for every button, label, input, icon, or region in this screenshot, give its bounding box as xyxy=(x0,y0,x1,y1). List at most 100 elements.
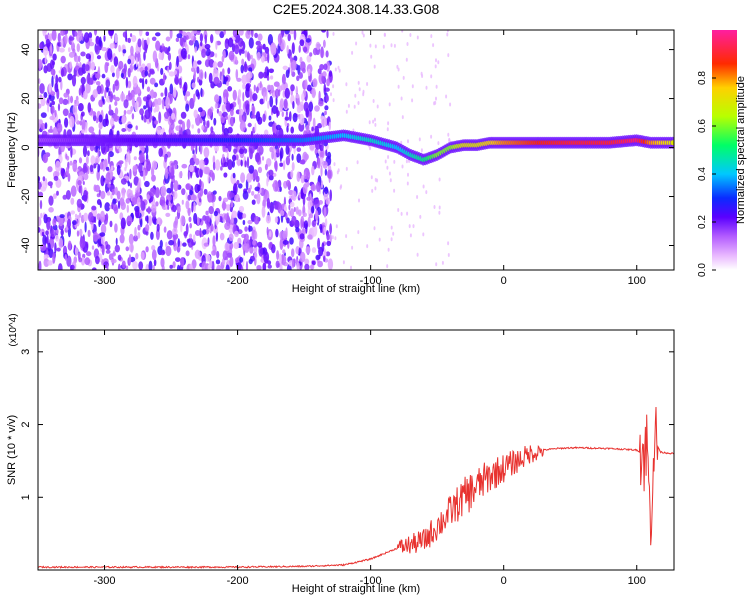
spectrogram-noise-cell xyxy=(51,100,55,106)
spectrogram-noise-cell xyxy=(165,96,171,109)
spectrogram-noise-cell xyxy=(152,265,155,270)
spectrogram-noise-cell xyxy=(326,233,330,241)
spectrogram-noise-cell xyxy=(254,32,258,39)
spectrogram-noise-cell xyxy=(246,156,250,169)
spectrogram-noise-cell xyxy=(285,69,290,78)
spectrogram-noise-cell xyxy=(299,39,305,47)
spectrogram-noise-cell xyxy=(64,33,68,45)
spectrogram-noise-cell xyxy=(161,98,165,110)
spectrogram-noise-cell xyxy=(307,216,311,228)
snr-series-line xyxy=(38,406,674,569)
spectrogram-noise-cell xyxy=(282,249,286,254)
spectrogram-noise-cell xyxy=(203,119,206,127)
spectrogram-noise-cell xyxy=(357,101,360,105)
spectrogram-noise-cell xyxy=(235,56,238,63)
spectrogram-noise-cell xyxy=(131,197,137,206)
spectrogram-noise-cell xyxy=(291,153,294,161)
spectrogram-noise-cell xyxy=(220,166,223,171)
spectrogram-noise-cell xyxy=(405,159,408,164)
spectrogram-noise-cell xyxy=(109,220,113,228)
spectrogram-noise-cell xyxy=(238,197,241,202)
spectrogram-noise-cell xyxy=(246,51,250,61)
spectrogram-noise-cell xyxy=(278,35,281,47)
colorbar-tick-label: 0.2 xyxy=(697,215,708,229)
spectrogram-noise-cell xyxy=(118,160,124,165)
spectrogram-noise-cell xyxy=(405,57,408,62)
spectrogram-noise-cell xyxy=(88,212,94,223)
spectrogram-noise-cell xyxy=(72,160,78,172)
spectrogram-noise-cell xyxy=(106,86,109,92)
spectrogram-noise-cell xyxy=(54,109,57,118)
spectrogram-noise-cell xyxy=(47,103,50,113)
spectrogram-noise-cell xyxy=(46,234,49,245)
spectrogram-noise-cell xyxy=(152,50,158,63)
spectrogram-noise-cell xyxy=(218,195,222,202)
spectrogram-noise-cell xyxy=(140,147,145,152)
spectrogram-noise-cell xyxy=(49,115,55,121)
spectrogram-noise-cell xyxy=(60,55,66,64)
spectrogram-noise-cell xyxy=(263,251,270,264)
spectrogram-noise-cell xyxy=(114,107,119,116)
spectrogram-noise-cell xyxy=(191,259,197,269)
spectrogram-noise-cell xyxy=(127,80,132,89)
spectrogram-noise-cell xyxy=(393,159,396,164)
spectrogram-noise-cell xyxy=(55,228,59,235)
spectrogram-noise-cell xyxy=(87,150,90,157)
spectrogram-noise-cell xyxy=(232,89,237,101)
spectrogram-noise-cell xyxy=(109,43,115,49)
spectrogram-noise-cell xyxy=(58,97,64,105)
spectrogram-noise-cell xyxy=(340,184,343,189)
spectrogram-noise-cell xyxy=(248,258,253,265)
spectrogram-noise-cell xyxy=(50,184,53,189)
spectrogram-noise-cell xyxy=(258,71,264,79)
spectrogram-noise-cell xyxy=(164,167,169,180)
spectrogram-noise-cell xyxy=(282,160,286,171)
spectrogram-noise-cell xyxy=(183,35,187,43)
spectrogram-noise-cell xyxy=(228,233,234,242)
spectrogram-noise-cell xyxy=(400,96,403,101)
spectrogram-noise-cell xyxy=(254,152,261,163)
spectrogram-noise-cell xyxy=(65,153,68,159)
spectrogram-noise-cell xyxy=(406,181,409,186)
spectrogram-noise-cell xyxy=(250,236,252,242)
spectrogram-noise-cell xyxy=(306,170,311,181)
spectrogram-noise-cell xyxy=(51,30,57,41)
spectrogram-noise-cell xyxy=(42,176,46,182)
snr-x-tick-label: 100 xyxy=(628,575,646,587)
spectrogram-noise-cell xyxy=(366,244,369,249)
spectrogram-noise-cell xyxy=(193,152,196,162)
spectrogram-noise-cell xyxy=(65,190,71,200)
spectrogram-noise-cell xyxy=(51,75,54,88)
spectrogram-noise-cell xyxy=(416,195,419,199)
spectrogram-noise-cell xyxy=(207,174,210,184)
spectrogram-noise-cell xyxy=(271,105,278,115)
spectrogram-noise-cell xyxy=(222,250,228,261)
spectrogram-noise-cell xyxy=(115,237,118,246)
spectrogram-noise-cell xyxy=(137,231,141,239)
spectrogram-noise-cell xyxy=(201,48,207,58)
spectrogram-noise-cell xyxy=(446,30,449,33)
spectrogram-noise-cell xyxy=(200,41,203,47)
spectrogram-noise-cell xyxy=(300,174,305,184)
spectrogram-noise-cell xyxy=(300,101,304,111)
snr-frame xyxy=(37,329,675,571)
spectrogram-noise-cell xyxy=(146,94,152,101)
spectrogram-noise-cell xyxy=(151,245,156,251)
spectrogram-noise-cell xyxy=(331,235,334,240)
spectrogram-noise-cell xyxy=(325,149,328,157)
spectrogram-noise-cell xyxy=(156,217,163,227)
spectrogram-noise-cell xyxy=(347,103,350,108)
spectrogram-noise-cell xyxy=(87,165,90,175)
spectrogram-noise-cell xyxy=(146,37,150,46)
spectrogram-noise-cell xyxy=(244,50,248,58)
spectrogram-noise-cell xyxy=(165,199,169,206)
spectrogram-noise-cell xyxy=(69,264,75,270)
spectrogram-noise-cell xyxy=(447,53,450,58)
spectrogram-noise-cell xyxy=(369,146,371,151)
spectrogram-noise-cell xyxy=(374,177,377,182)
spectrogram-noise-cell xyxy=(291,42,295,55)
spectrogram-noise-cell xyxy=(274,122,277,135)
spectrogram-noise-cell xyxy=(406,42,409,46)
spectrogram-noise-cell xyxy=(180,215,186,227)
spectrogram-noise-cell xyxy=(154,120,159,125)
